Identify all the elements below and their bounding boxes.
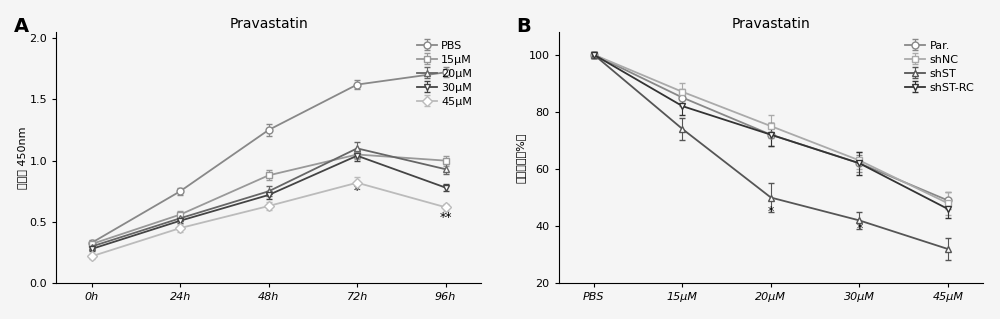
Text: *: *	[354, 184, 360, 197]
Text: **: **	[439, 211, 452, 225]
Y-axis label: 吸光値 450nm: 吸光値 450nm	[17, 126, 27, 189]
Text: B: B	[516, 17, 531, 36]
Y-axis label: 细胞活力（%）: 细胞活力（%）	[516, 132, 526, 183]
Legend: Par., shNC, shST, shST-RC: Par., shNC, shST, shST-RC	[902, 37, 978, 96]
Text: A: A	[14, 17, 29, 36]
Text: *: *	[856, 222, 863, 235]
Legend: PBS, 15μM, 20μM, 30μM, 45μM: PBS, 15μM, 20μM, 30μM, 45μM	[413, 37, 475, 110]
Text: *: *	[768, 204, 774, 218]
Text: *: *	[265, 202, 272, 215]
Title: Pravastatin: Pravastatin	[229, 17, 308, 31]
Title: Pravastatin: Pravastatin	[732, 17, 810, 31]
